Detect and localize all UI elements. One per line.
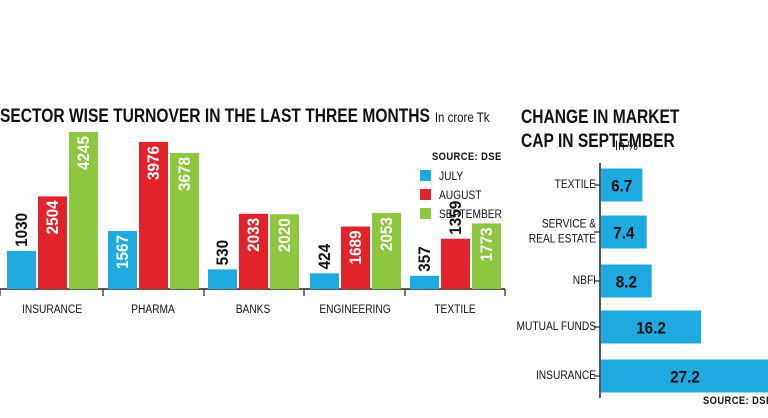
legend-swatch-july xyxy=(420,170,431,181)
legend-label-july: JULY xyxy=(439,168,464,183)
data-label-pharma-september: 3678 xyxy=(175,157,194,191)
hbar-service-real-estate xyxy=(601,215,647,249)
data-label-banks-july: 530 xyxy=(213,240,232,266)
bar-pharma-august xyxy=(139,141,168,289)
hbar-nbfi xyxy=(601,264,652,298)
legend-label-september: SEPTEMBER xyxy=(439,206,502,221)
hbar-value-mutual-funds: 16.2 xyxy=(636,319,666,338)
bar-pharma-september xyxy=(170,152,199,289)
left-chart-unit: In crore Tk xyxy=(434,109,490,125)
right-chart-source: SOURCE: DSE xyxy=(703,395,768,407)
legend-item-september: SEPTEMBER xyxy=(420,204,513,223)
legend-item-july: JULY xyxy=(420,166,513,185)
hbar-label-insurance: INSURANCE xyxy=(536,370,596,383)
bar-banks-september xyxy=(270,214,299,289)
category-label-textile: TEXTILE xyxy=(434,303,475,316)
right-chart-unit: In % xyxy=(614,137,638,153)
data-label-banks-august: 2033 xyxy=(244,218,263,252)
category-label-pharma: PHARMA xyxy=(131,303,175,316)
data-label-engineering-july: 424 xyxy=(315,244,334,270)
legend-swatch-september xyxy=(420,208,431,219)
right-chart-unit-wrap: In % xyxy=(610,134,638,156)
hbar-value-service-real-estate: 7.4 xyxy=(613,224,634,243)
data-label-engineering-august: 1689 xyxy=(346,231,365,265)
data-label-engineering-september: 2053 xyxy=(377,217,396,251)
left-chart-source: SOURCE: DSE xyxy=(432,151,502,163)
bar-engineering-august xyxy=(341,226,370,289)
left-chart-legend: JULY AUGUST SEPTEMBER xyxy=(420,166,513,223)
hbar-insurance xyxy=(601,359,768,393)
hbar-label-textile: TEXTILE xyxy=(555,179,596,192)
hbar-textile xyxy=(601,168,643,202)
data-label-banks-september: 2020 xyxy=(275,218,294,252)
hbar-label-nbfi: NBFI xyxy=(573,275,596,288)
left-chart-title: SECTOR WISE TURNOVER IN THE LAST THREE M… xyxy=(0,106,490,127)
data-label-textile-august: 1359 xyxy=(446,201,465,235)
bar-banks-july xyxy=(208,269,237,289)
legend-swatch-august xyxy=(420,189,431,200)
hbar-value-nbfi: 8.2 xyxy=(616,273,637,292)
bar-insurance-august xyxy=(38,196,67,289)
hbar-label-service-real-estate-line-1: REAL ESTATE xyxy=(529,233,596,246)
bar-engineering-july xyxy=(310,273,339,289)
bar-insurance-july xyxy=(7,250,36,289)
bar-textile-august xyxy=(441,238,470,289)
hbar-value-insurance: 27.2 xyxy=(670,368,700,387)
bar-textile-september xyxy=(472,223,501,289)
data-label-pharma-august: 3976 xyxy=(144,146,163,180)
category-label-banks: BANKS xyxy=(236,303,271,316)
bar-engineering-september xyxy=(372,213,401,289)
bar-pharma-july xyxy=(108,231,137,289)
category-label-insurance: INSURANCE xyxy=(22,303,82,316)
data-label-textile-july: 357 xyxy=(415,246,434,272)
hbar-mutual-funds xyxy=(601,310,702,344)
data-label-insurance-august: 2504 xyxy=(43,200,62,234)
data-label-insurance-september: 4245 xyxy=(74,136,93,170)
hbar-label-mutual-funds: MUTUAL FUNDS xyxy=(517,321,596,334)
hbar-value-textile: 6.7 xyxy=(611,177,632,196)
category-label-engineering: ENGINEERING xyxy=(319,303,390,316)
right-chart-title: CHANGE IN MARKET CAP IN SEPTEMBER xyxy=(521,107,680,152)
hbar-label-service-real-estate-line-0: SERVICE & xyxy=(542,218,597,231)
bar-banks-august xyxy=(239,213,268,289)
data-label-insurance-july: 1030 xyxy=(12,213,31,247)
bar-textile-july xyxy=(410,275,439,289)
data-label-textile-september: 1773 xyxy=(477,227,496,261)
legend-item-august: AUGUST xyxy=(420,185,513,204)
legend-label-august: AUGUST xyxy=(439,187,482,202)
data-label-pharma-july: 1567 xyxy=(113,235,132,269)
bar-insurance-september xyxy=(69,132,98,289)
